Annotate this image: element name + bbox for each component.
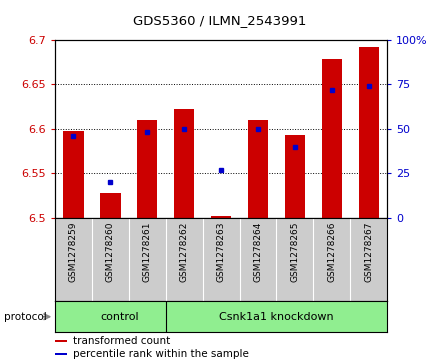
Text: transformed count: transformed count [73, 336, 171, 346]
Text: GDS5360 / ILMN_2543991: GDS5360 / ILMN_2543991 [133, 15, 307, 28]
Text: GSM1278265: GSM1278265 [290, 222, 300, 282]
Bar [174, 109, 194, 218]
Text: GSM1278264: GSM1278264 [253, 222, 263, 282]
Text: percentile rank within the sample: percentile rank within the sample [73, 349, 249, 359]
Bar [137, 120, 158, 218]
Bar [359, 47, 379, 218]
Bar [285, 135, 305, 218]
Bar [55, 340, 66, 342]
Bar [55, 354, 66, 355]
Text: GSM1278267: GSM1278267 [364, 222, 373, 282]
Text: Csnk1a1 knockdown: Csnk1a1 knockdown [219, 312, 334, 322]
Bar [248, 120, 268, 218]
Text: GSM1278266: GSM1278266 [327, 222, 336, 282]
Bar [100, 193, 121, 218]
Text: GSM1278261: GSM1278261 [143, 222, 152, 282]
Text: protocol: protocol [4, 312, 47, 322]
Text: GSM1278263: GSM1278263 [216, 222, 226, 282]
Text: control: control [100, 312, 139, 322]
Bar [322, 60, 342, 218]
Bar [211, 216, 231, 218]
Text: GSM1278260: GSM1278260 [106, 222, 115, 282]
Text: GSM1278259: GSM1278259 [69, 222, 78, 282]
Bar [63, 131, 84, 218]
Text: GSM1278262: GSM1278262 [180, 222, 189, 282]
